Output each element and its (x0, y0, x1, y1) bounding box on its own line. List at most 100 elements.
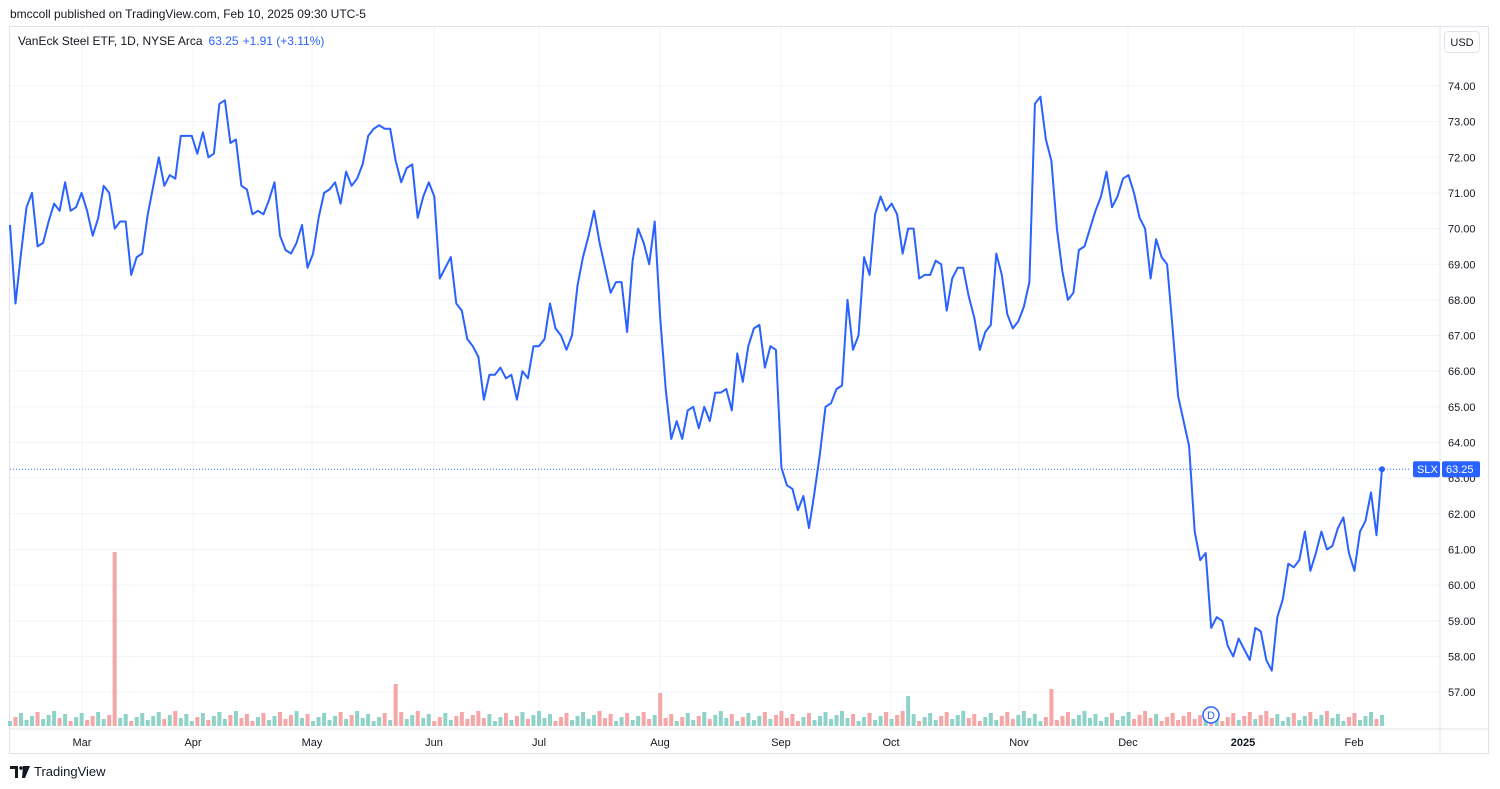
y-tick-label: 67.00 (1448, 331, 1476, 343)
volume-bar (746, 713, 751, 726)
volume-bar (581, 712, 586, 726)
volume-bar (333, 716, 338, 726)
volume-bar (592, 715, 597, 726)
volume-bar (239, 718, 244, 726)
volume-bar (1110, 713, 1115, 726)
volume-bar (156, 712, 161, 726)
volume-bar (266, 720, 271, 726)
volume-bar (1269, 718, 1274, 726)
y-tick-label: 62.00 (1448, 509, 1476, 521)
y-tick-label: 69.00 (1448, 259, 1476, 271)
volume-bar (1060, 716, 1065, 726)
volume-bar (1192, 719, 1197, 726)
dividend-marker-label: D (1207, 710, 1215, 722)
volume-bar (707, 719, 712, 726)
volume-bar (547, 714, 552, 726)
y-tick-label: 58.00 (1448, 651, 1476, 663)
volume-bar (228, 715, 233, 726)
volume-bar (762, 712, 767, 726)
volume-bar (68, 721, 73, 726)
volume-bar (652, 715, 657, 726)
volume-bar (294, 711, 299, 726)
volume-bar (950, 719, 955, 726)
volume-bar (322, 713, 327, 726)
volume-bar (729, 714, 734, 726)
volume-bar (1352, 713, 1357, 726)
volume-bar (1368, 712, 1373, 726)
volume-bar (1154, 714, 1159, 726)
volume-bar (597, 711, 602, 726)
volume-bar (1165, 717, 1170, 726)
volume-bar (283, 719, 288, 726)
legend-symbol: VanEck Steel ETF, 1D, NYSE Arca (18, 34, 203, 48)
volume-bar (559, 717, 564, 726)
volume-bar (1346, 717, 1351, 726)
x-tick-label: Aug (650, 737, 670, 749)
volume-bar (1341, 721, 1346, 726)
volume-bar (669, 714, 674, 726)
volume-bar (272, 716, 277, 726)
volume-bar (1148, 718, 1153, 726)
volume-bar (900, 711, 905, 726)
volume-bar (338, 712, 343, 726)
volume-bar (680, 717, 685, 726)
volume-bar (895, 715, 900, 726)
volume-bar (112, 552, 117, 726)
volume-bar (1065, 712, 1070, 726)
volume-bar (8, 721, 12, 726)
y-tick-label: 66.00 (1448, 366, 1476, 378)
y-tick-label: 65.00 (1448, 402, 1476, 414)
volume-bar (889, 719, 894, 726)
volume-bar (129, 721, 134, 726)
volume-bar (757, 716, 762, 726)
x-tick-label: Apr (184, 737, 201, 749)
volume-bar (999, 716, 1004, 726)
volume-bar (1330, 718, 1335, 726)
volume-bar (1087, 718, 1092, 726)
volume-bar (735, 721, 740, 726)
volume-bar (184, 714, 189, 726)
volume-bar (1121, 716, 1126, 726)
volume-bar (1313, 719, 1318, 726)
volume-bar (261, 713, 266, 726)
volume-bar (614, 721, 619, 726)
x-tick-label: Sep (771, 737, 791, 749)
volume-bar (619, 717, 624, 726)
volume-bar (1324, 711, 1329, 726)
volume-bar (1198, 715, 1203, 726)
x-tick-label: May (302, 737, 323, 749)
volume-bar (773, 715, 778, 726)
volume-bar (349, 715, 354, 726)
footer-brand[interactable]: TradingView (10, 764, 106, 779)
price-tag-ticker-bg (1413, 461, 1440, 478)
volume-bar (101, 719, 106, 726)
volume-bar (316, 717, 321, 726)
volume-bar (498, 717, 503, 726)
event-marker[interactable]: D (1202, 706, 1220, 724)
y-tick-label: 70.00 (1448, 224, 1476, 236)
volume-bar (636, 716, 641, 726)
volume-bar (1297, 720, 1302, 726)
dividend-marker-icon (1202, 706, 1220, 724)
volume-bar (988, 713, 993, 726)
volume-bar (823, 712, 828, 726)
volume-bar (702, 712, 707, 726)
volume-bar (570, 720, 575, 726)
volume-bar (922, 717, 927, 726)
volume-bar (840, 711, 845, 726)
currency-button[interactable]: USD (1444, 31, 1480, 53)
volume-bar (1032, 714, 1037, 726)
volume-bar (834, 715, 839, 726)
volume-bar (1049, 689, 1054, 726)
y-tick-label: 68.00 (1448, 295, 1476, 307)
volume-bar (1176, 720, 1181, 726)
volume-bars (8, 552, 1384, 726)
volume-bar (1308, 712, 1313, 726)
volume-bar (906, 696, 911, 726)
volume-bar (1038, 721, 1043, 726)
volume-bar (525, 719, 530, 726)
volume-bar (625, 713, 630, 726)
volume-bar (1275, 714, 1280, 726)
volume-bar (311, 721, 316, 726)
